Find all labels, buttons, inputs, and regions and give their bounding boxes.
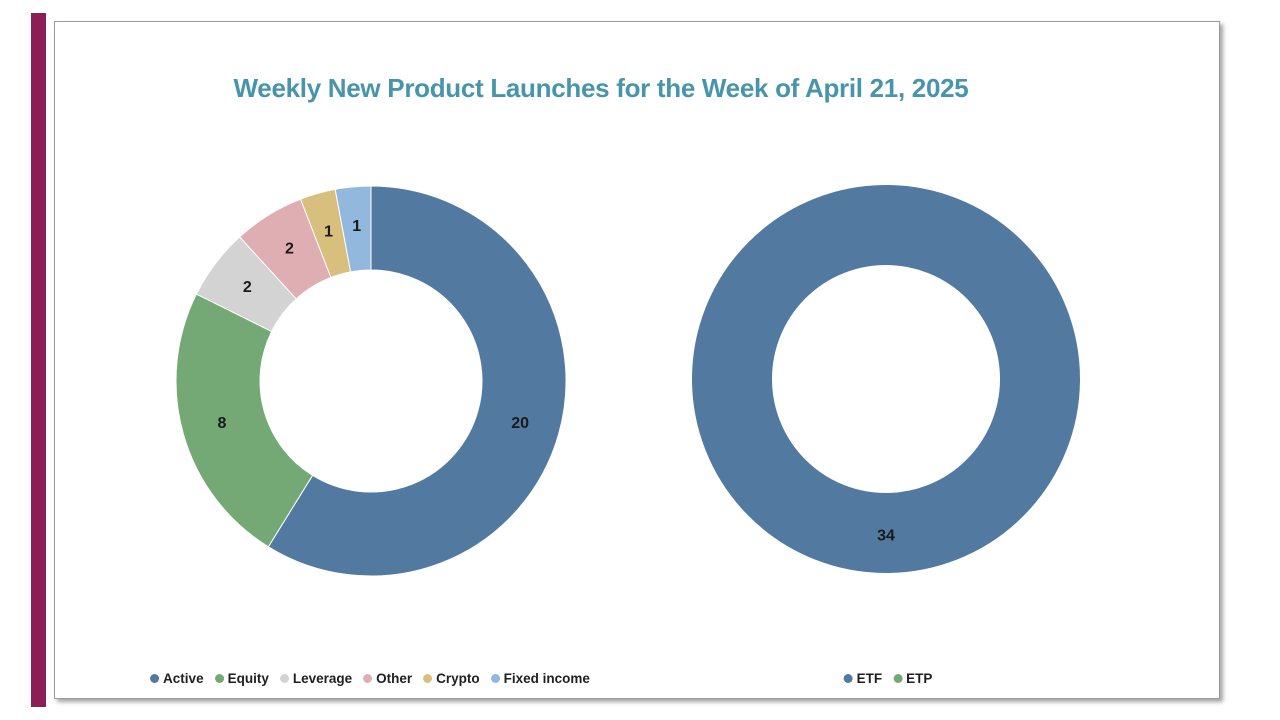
legend-label-etf: ETF <box>856 671 883 686</box>
slice-value-label-equity: 8 <box>217 415 226 432</box>
page-title: Weekly New Product Launches for the Week… <box>233 73 969 103</box>
legend-dot-crypto <box>423 674 433 683</box>
legend-label-crypto: Crypto <box>436 671 480 686</box>
report-frame: Weekly New Product Launches for the Week… <box>54 21 1220 699</box>
slice-value-label-other: 2 <box>285 241 294 258</box>
slice-value-label-active: 20 <box>511 415 529 432</box>
pie-slice-etf[interactable] <box>692 185 1080 573</box>
slice-value-label-etf: 34 <box>877 528 895 545</box>
product-category-legend: Active Equity Leverage Other Crypto Fixed inc… <box>150 671 590 686</box>
legend-label-fixed-income: Fixed income <box>503 671 590 686</box>
legend-label-active: Active <box>163 671 204 686</box>
legend-dot-leverage <box>279 674 289 683</box>
slice-value-label-crypto: 1 <box>324 223 333 240</box>
pie-slice-equity[interactable] <box>175 293 314 548</box>
legend-dot-etf <box>843 674 853 683</box>
legend-item-etp[interactable]: ETP <box>893 671 932 686</box>
etf-etp-donut-chart: 34 <box>692 185 1080 573</box>
product-category-donut-chart: 20 8 2 2 1 1 <box>175 185 567 577</box>
legend-dot-etp <box>893 674 903 683</box>
etf-etp-legend: ETF ETP <box>843 671 932 686</box>
legend-dot-fixed-income <box>490 674 500 683</box>
legend-item-equity[interactable]: Equity <box>214 671 269 686</box>
slice-value-label-fixed-income: 1 <box>352 218 361 235</box>
legend-item-fixed-income[interactable]: Fixed income <box>490 671 590 686</box>
legend-item-etf[interactable]: ETF <box>843 671 883 686</box>
legend-label-etp: ETP <box>906 671 933 686</box>
legend-label-equity: Equity <box>227 671 269 686</box>
legend-label-leverage: Leverage <box>292 671 353 686</box>
legend-dot-active <box>150 674 160 683</box>
legend-item-active[interactable]: Active <box>150 671 204 686</box>
legend-item-crypto[interactable]: Crypto <box>423 671 480 686</box>
slice-value-label-leverage: 2 <box>243 279 252 296</box>
legend-item-leverage[interactable]: Leverage <box>279 671 353 686</box>
pie-slice-active[interactable] <box>267 185 567 577</box>
pie-slice-fixed-income[interactable] <box>334 185 372 273</box>
legend-dot-equity <box>214 674 224 683</box>
legend-label-other: Other <box>376 671 413 686</box>
legend-item-other[interactable]: Other <box>363 671 412 686</box>
left-accent-bar <box>31 13 46 707</box>
legend-dot-other <box>363 674 373 683</box>
